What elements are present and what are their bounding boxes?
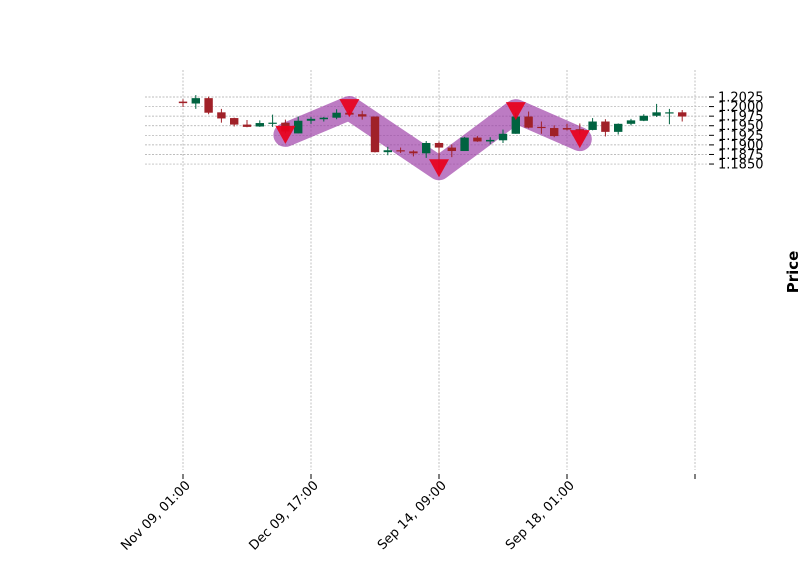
y-tick-label: 1.1975 xyxy=(718,110,764,125)
candle xyxy=(652,103,661,117)
x-tick-label: Dec 09, 17:00 xyxy=(246,478,321,553)
candle xyxy=(396,147,405,153)
candle-body xyxy=(294,120,303,134)
candle xyxy=(447,144,456,158)
pattern-marker xyxy=(429,159,449,178)
candle-body xyxy=(460,137,469,152)
candle-body xyxy=(614,123,623,132)
x-tick-label: Sep 18, 01:00 xyxy=(503,478,578,553)
pattern-band-path xyxy=(273,96,592,181)
candle-body xyxy=(575,129,584,131)
candle-body xyxy=(358,114,367,117)
y-tick-label: 1.2025 xyxy=(718,91,764,106)
candle-body xyxy=(511,116,520,134)
candle xyxy=(422,141,431,158)
candle xyxy=(370,116,380,153)
y-tick-label: 1.1925 xyxy=(718,129,764,144)
candle xyxy=(204,96,213,115)
x-tick-label: Sep 14, 09:00 xyxy=(375,478,450,553)
candle-body xyxy=(562,128,572,130)
pattern-marker xyxy=(569,130,590,149)
pattern-marker xyxy=(339,99,360,118)
candle-body xyxy=(332,112,341,118)
pattern-band xyxy=(273,96,592,181)
candle-body xyxy=(537,126,546,129)
candle-body xyxy=(319,117,328,120)
candle-body xyxy=(230,118,239,125)
x-tick-label: Nov 09, 01:00 xyxy=(118,478,194,554)
pattern-marker xyxy=(505,102,526,121)
candle xyxy=(358,110,367,120)
candle-body xyxy=(422,142,431,154)
candle-body xyxy=(242,124,252,127)
y-tick-label: 1.1950 xyxy=(718,119,764,134)
candle-body xyxy=(588,121,597,130)
candle-body xyxy=(191,98,200,104)
candle xyxy=(217,108,226,123)
candle xyxy=(614,123,623,135)
candle xyxy=(601,119,610,137)
candle-body xyxy=(255,123,264,127)
candle-body xyxy=(204,98,213,113)
candle xyxy=(230,117,239,127)
candle-body xyxy=(370,116,380,153)
y-tick-label: 1.1850 xyxy=(718,158,764,173)
candle xyxy=(306,116,316,124)
candle xyxy=(473,136,482,142)
candle-body xyxy=(524,116,533,128)
candle-body xyxy=(498,133,508,141)
candle-body xyxy=(473,137,482,142)
candle xyxy=(665,108,674,125)
candle xyxy=(639,114,648,122)
candle-body xyxy=(268,122,277,124)
candle xyxy=(460,136,469,152)
candle xyxy=(191,95,200,109)
candle-body xyxy=(217,112,226,119)
candle xyxy=(588,118,597,131)
candle xyxy=(294,116,303,134)
candle-body xyxy=(447,147,456,152)
candle xyxy=(178,99,188,107)
candle xyxy=(678,110,687,122)
candle xyxy=(498,129,508,143)
grid xyxy=(145,70,707,470)
candle xyxy=(626,118,636,126)
candle-body xyxy=(665,112,674,114)
candle xyxy=(409,150,418,157)
candle-body xyxy=(550,128,559,137)
candle-body xyxy=(652,112,661,116)
y-tick-label: 1.2000 xyxy=(718,100,764,115)
candle-body xyxy=(639,115,648,121)
candle-body xyxy=(383,150,392,153)
candle-body xyxy=(306,118,316,121)
candle xyxy=(255,120,264,127)
candle-body xyxy=(396,150,405,152)
candle-body xyxy=(409,151,418,154)
candle-body xyxy=(486,139,495,142)
candle xyxy=(562,123,572,131)
candle xyxy=(332,109,341,120)
candle xyxy=(319,116,328,122)
candle-body xyxy=(178,101,188,104)
candle xyxy=(537,121,546,134)
candle xyxy=(383,146,392,156)
candle-body xyxy=(678,112,687,117)
pattern-markers xyxy=(275,99,590,178)
y-tick-label: 1.1875 xyxy=(718,148,764,163)
candle xyxy=(242,119,252,128)
candles xyxy=(178,95,687,170)
candle xyxy=(550,125,559,138)
y-tick-label: 1.1900 xyxy=(718,138,764,153)
pattern-marker xyxy=(275,125,296,144)
candle-body xyxy=(626,120,636,124)
y-axis-label: Price xyxy=(784,251,800,294)
candle xyxy=(268,114,277,127)
candle xyxy=(486,137,495,145)
candle xyxy=(524,111,533,129)
candle-body xyxy=(601,121,610,132)
candle-body xyxy=(434,142,444,148)
